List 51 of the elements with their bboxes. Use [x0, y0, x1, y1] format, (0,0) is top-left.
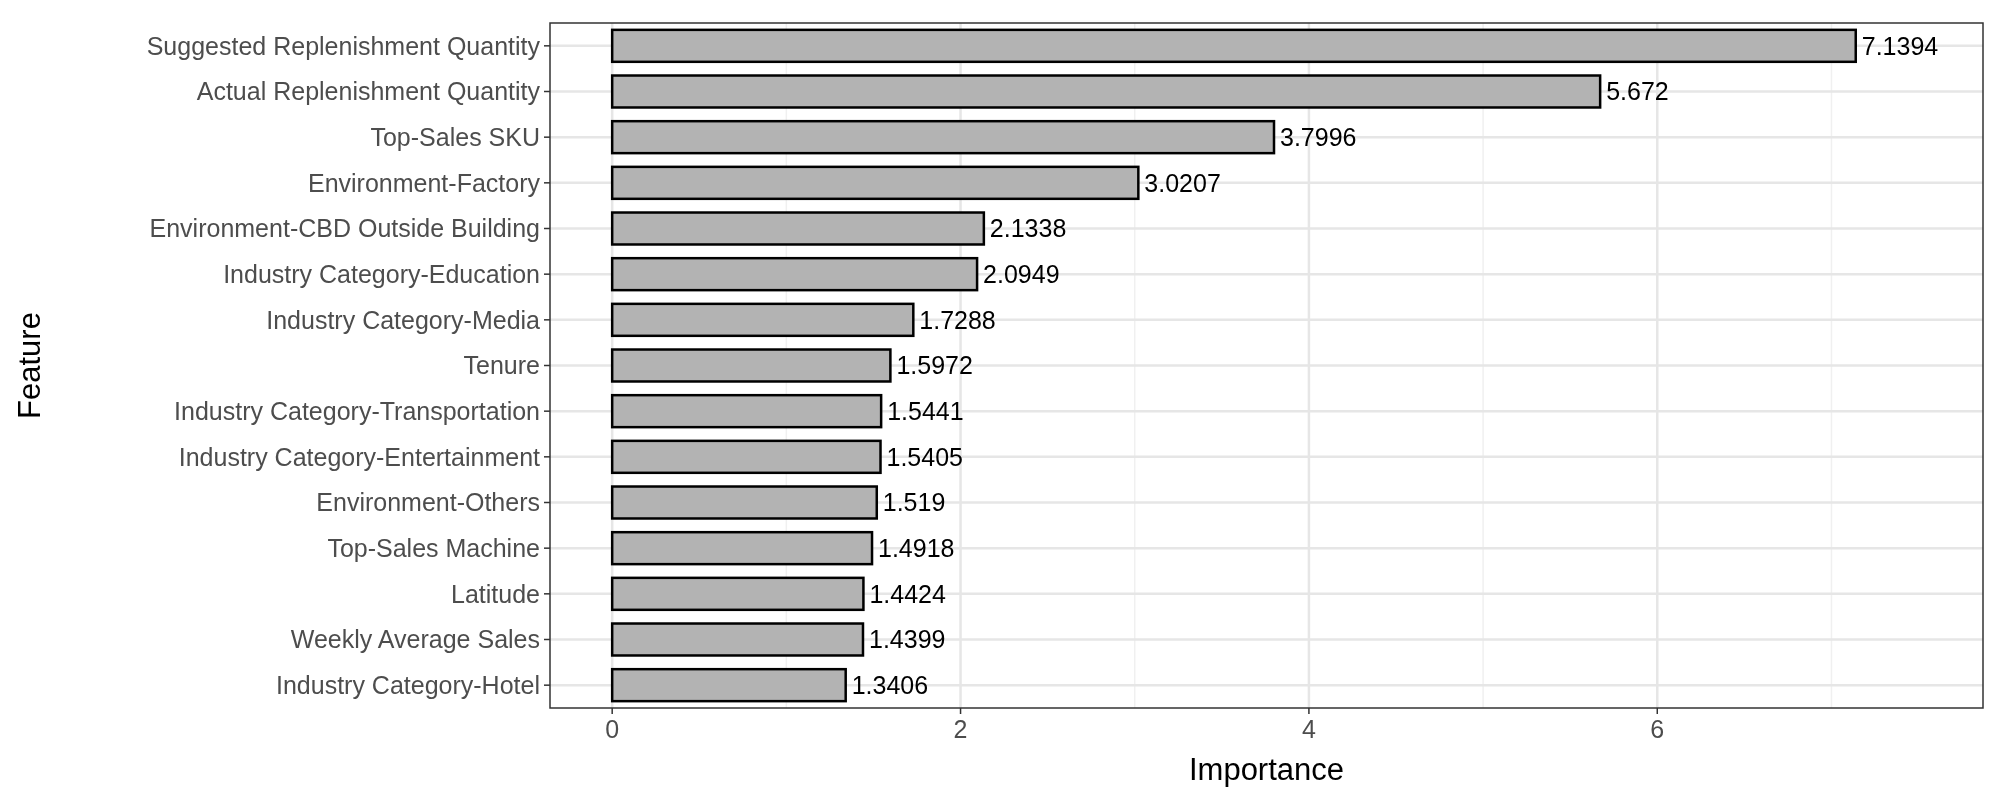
data-label: 1.519: [882, 488, 946, 517]
y-tick-label: Industry Category-Entertainment: [178, 442, 541, 471]
y-tick-label: Environment-Factory: [307, 168, 541, 197]
data-label: 3.7996: [1280, 122, 1357, 151]
y-tick-label: Suggested Replenishment Quantity: [146, 31, 541, 60]
x-tick-label: 2: [953, 715, 968, 743]
y-tick-label: Tenure: [463, 351, 540, 380]
bar: [610, 211, 986, 246]
bar: [610, 530, 874, 566]
bar: [610, 119, 1276, 155]
y-tick-label: Industry Category-Media: [266, 305, 541, 334]
data-label: 1.4918: [878, 533, 955, 562]
y-tick-label: Environment-Others: [316, 488, 540, 517]
data-label: 7.1394: [1861, 31, 1939, 60]
data-label: 1.3406: [851, 670, 929, 699]
y-tick-label: Industry Category-Transportation: [174, 396, 540, 425]
bar: [610, 576, 865, 612]
y-tick-label: Environment-CBD Outside Building: [149, 214, 540, 243]
data-label: 1.7288: [919, 305, 996, 334]
y-axis-title: Feature: [12, 312, 47, 419]
x-tick-label: 6: [1650, 715, 1665, 743]
bar: [610, 28, 1857, 64]
data-label: 1.5441: [887, 396, 964, 425]
data-label: 1.5405: [886, 442, 963, 471]
x-tick-label: 0: [605, 715, 620, 743]
bar: [610, 485, 879, 520]
bar: [610, 439, 882, 475]
bar: [610, 256, 979, 292]
y-tick-label: Top-Sales Machine: [327, 533, 540, 562]
y-tick-label: Top-Sales SKU: [370, 122, 540, 151]
data-label: 2.1338: [989, 214, 1067, 243]
data-label: 2.0949: [983, 259, 1060, 288]
bar: [610, 74, 1602, 109]
bar: [610, 348, 892, 383]
y-tick-label: Weekly Average Sales: [290, 625, 540, 654]
bar: [610, 302, 915, 338]
bar: [610, 667, 847, 703]
bar: [610, 393, 883, 429]
data-label: 5.672: [1606, 77, 1669, 106]
data-label: 3.0207: [1144, 168, 1221, 197]
bar: [610, 165, 1140, 201]
y-tick-label: Industry Category-Hotel: [275, 670, 540, 699]
data-label: 1.5972: [896, 351, 973, 380]
x-axis-title: Importance: [1188, 752, 1345, 787]
y-tick-label: Latitude: [451, 579, 540, 608]
x-tick-label: 4: [1301, 715, 1316, 743]
bar: [610, 622, 865, 657]
y-tick-label: Actual Replenishment Quantity: [196, 77, 541, 106]
data-label: 1.4399: [868, 625, 946, 654]
y-tick-label: Industry Category-Education: [223, 259, 540, 288]
data-label: 1.4424: [869, 579, 946, 608]
